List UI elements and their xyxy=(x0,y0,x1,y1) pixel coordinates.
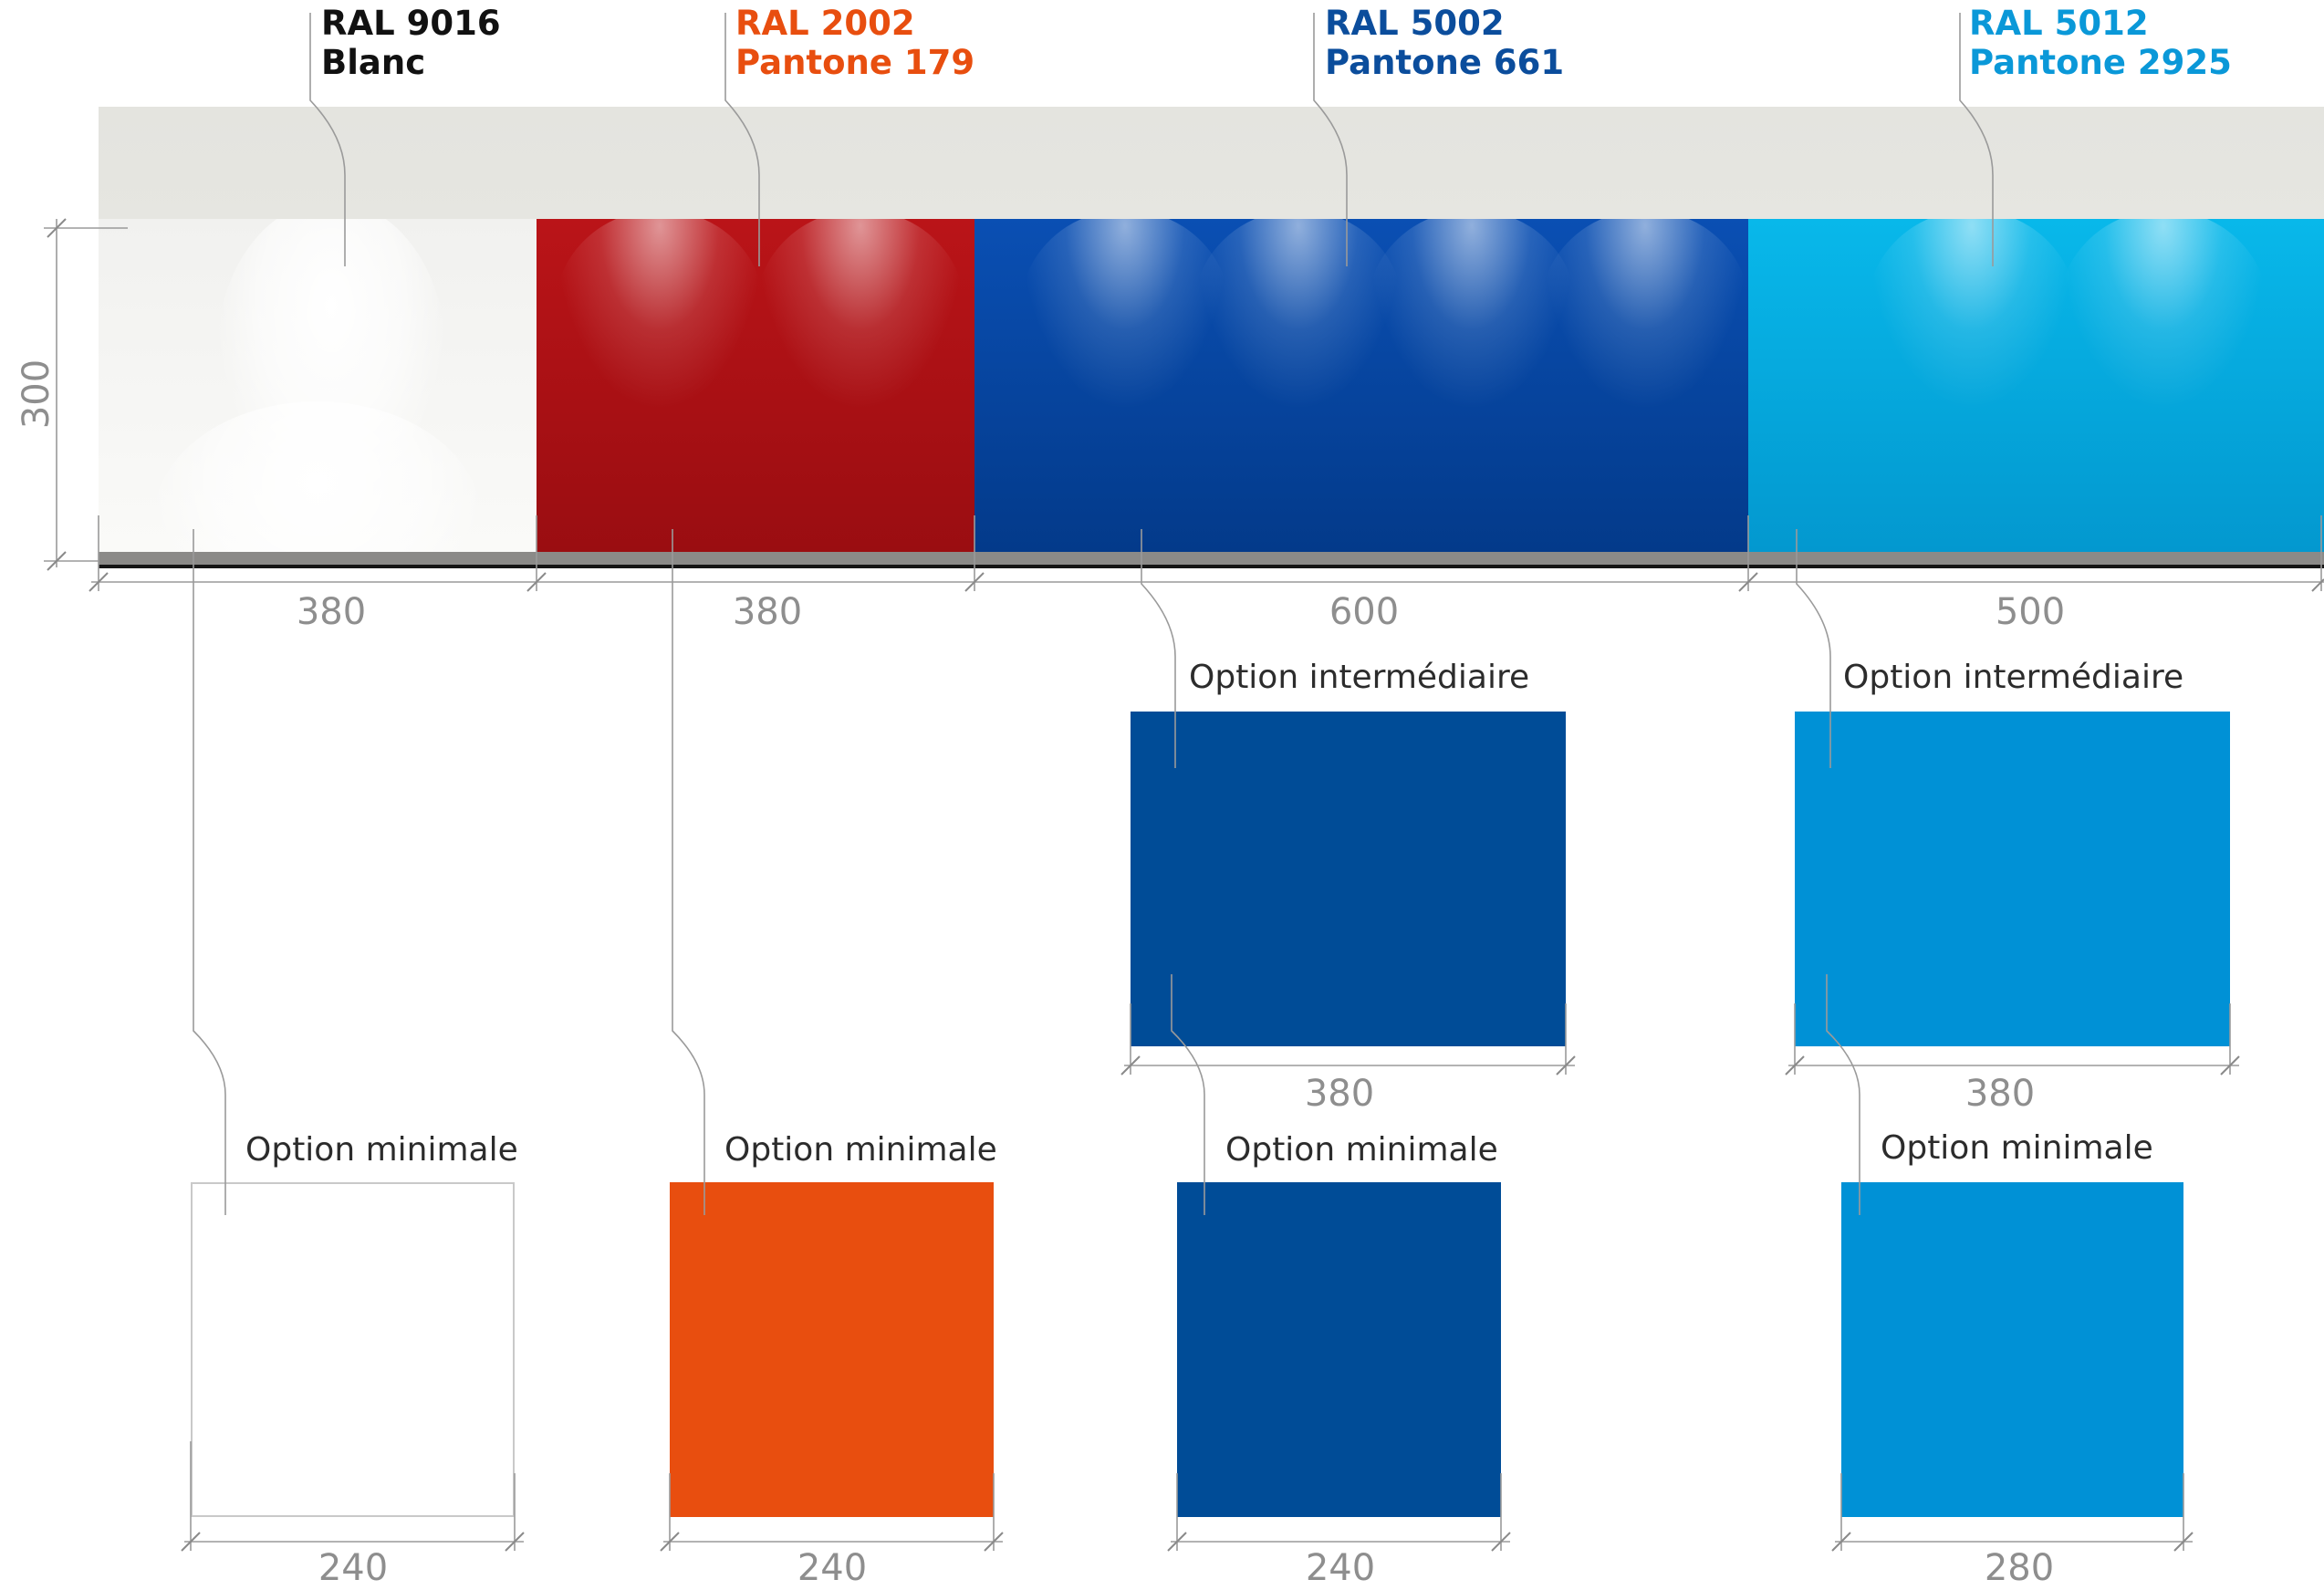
wall-width-label: 600 xyxy=(1329,591,1400,633)
ral-code: RAL 5002 xyxy=(1325,4,1505,43)
swatch-width-label: 240 xyxy=(318,1547,389,1589)
swatch-intermediate-cyan xyxy=(1795,712,2230,1046)
leader-line xyxy=(672,529,705,1215)
option-intermediaire-label: Option intermédiaire xyxy=(1843,659,2184,696)
label-ral-2002: RAL 2002 Pantone 179 xyxy=(735,4,974,82)
leader-line xyxy=(1141,529,1176,768)
label-ral-5012: RAL 5012 Pantone 2925 xyxy=(1969,4,2232,82)
swatch-minimal-white xyxy=(191,1182,515,1517)
leader-line xyxy=(309,13,346,266)
tick-marks xyxy=(47,218,2324,1552)
floor-strip xyxy=(99,552,2324,568)
leader-line xyxy=(1796,529,1831,768)
leader-line xyxy=(1826,974,1860,1215)
swatch-width-label: 380 xyxy=(1964,1073,2036,1115)
leader-line xyxy=(193,529,226,1215)
wall-width-label: 500 xyxy=(1995,591,2066,633)
swatch-width-label: 380 xyxy=(1304,1073,1375,1115)
leader-line xyxy=(1959,13,1994,266)
option-minimale-label: Option minimale xyxy=(1225,1131,1498,1169)
option-minimale-label: Option minimale xyxy=(1881,1129,2153,1167)
pantone-code: Pantone 661 xyxy=(1325,43,1565,82)
wall-width-label: 380 xyxy=(296,591,367,633)
pantone-code: Pantone 179 xyxy=(735,43,975,82)
ral-code: RAL 9016 xyxy=(321,4,501,43)
wall-width-label: 380 xyxy=(732,591,803,633)
swatch-minimal-orange xyxy=(670,1182,994,1517)
color-name: Blanc xyxy=(321,43,426,82)
ral-code: RAL 2002 xyxy=(735,4,915,43)
swatch-width-label: 240 xyxy=(797,1547,868,1589)
pantone-code: Pantone 2925 xyxy=(1969,43,2232,82)
swatch-minimal-blue xyxy=(1177,1182,1501,1517)
swatch-width-label: 280 xyxy=(1984,1547,2055,1589)
option-intermediaire-label: Option intermédiaire xyxy=(1189,659,1530,696)
swatch-minimal-cyan xyxy=(1841,1182,2183,1517)
option-minimale-label: Option minimale xyxy=(724,1131,997,1169)
leader-line xyxy=(724,13,760,266)
leader-line xyxy=(1171,974,1205,1215)
swatch-width-label: 240 xyxy=(1305,1547,1376,1589)
label-ral-5002: RAL 5002 Pantone 661 xyxy=(1325,4,1564,82)
ral-code: RAL 5012 xyxy=(1969,4,2149,43)
height-dimension-label: 300 xyxy=(16,359,57,430)
label-ral-9016: RAL 9016 Blanc xyxy=(321,4,501,82)
option-minimale-label: Option minimale xyxy=(245,1131,518,1169)
swatch-intermediate-blue xyxy=(1131,712,1566,1046)
leader-line xyxy=(1313,13,1348,266)
